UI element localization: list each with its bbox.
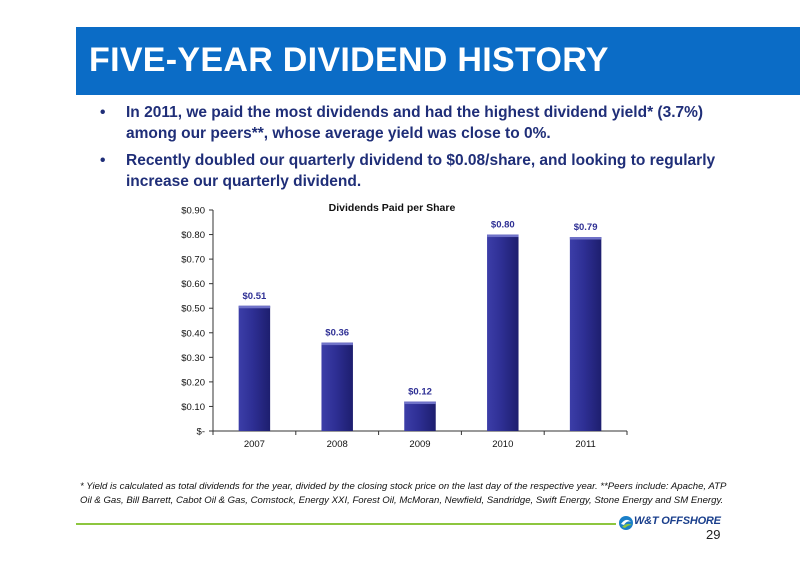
x-tick-label: 2007 xyxy=(244,439,265,450)
wt-swirl-logo-icon xyxy=(619,516,633,530)
x-tick-label: 2011 xyxy=(575,439,595,450)
bar-group: $0.80 2010 xyxy=(487,220,519,450)
x-tick-label: 2008 xyxy=(327,439,348,450)
title-banner: FIVE-YEAR DIVIDEND HISTORY xyxy=(76,27,800,95)
bar-top-highlight xyxy=(321,342,353,346)
bullet-item: • In 2011, we paid the most dividends an… xyxy=(100,102,750,144)
y-tick-label: $0.70 xyxy=(181,255,205,266)
bar xyxy=(569,237,602,431)
dividend-bar-chart: Dividends Paid per Share $- $0.10 $0.20 $0.… xyxy=(181,202,628,450)
bar-top-highlight xyxy=(238,305,271,309)
bar xyxy=(238,305,271,431)
y-tick-label: $0.40 xyxy=(181,328,205,339)
chart-title: Dividends Paid per Share xyxy=(329,202,456,214)
bar-top-highlight xyxy=(569,237,602,240)
bar-data-label: $0.51 xyxy=(243,291,267,302)
bullet-text: Recently doubled our quarterly dividend … xyxy=(126,152,716,190)
y-tick-label: $0.30 xyxy=(181,353,205,364)
bullet-glyph: • xyxy=(100,152,106,169)
x-tick-label: 2010 xyxy=(492,439,513,450)
bar-top-highlight xyxy=(404,401,436,405)
y-tick-label: $0.90 xyxy=(181,206,205,217)
bar-data-label: $0.12 xyxy=(408,387,432,398)
bar-data-label: $0.80 xyxy=(491,220,515,231)
bar-series: $0.51 2007 $0.36 2008 $0.12 2009 $0.80 2010 $0.7… xyxy=(238,220,602,450)
bullet-text: In 2011, we paid the most dividends and … xyxy=(126,104,704,142)
page-title: FIVE-YEAR DIVIDEND HISTORY xyxy=(89,41,609,79)
bar-top-highlight xyxy=(487,234,519,238)
bar-group: $0.12 2009 xyxy=(404,387,436,450)
page-number: 29 xyxy=(706,527,721,542)
y-tick-label: $- xyxy=(197,427,205,438)
y-tick-label: $0.80 xyxy=(181,230,205,241)
bar-group: $0.51 2007 xyxy=(238,291,271,450)
chart-axes: $- $0.10 $0.20 $0.30 $0.40 $0.50 $0.60 $0.70 $0.… xyxy=(181,206,628,438)
bar xyxy=(321,342,353,431)
bar-group: $0.79 2011 xyxy=(569,222,602,450)
bar xyxy=(487,234,519,431)
bullet-glyph: • xyxy=(100,104,106,121)
bar-data-label: $0.36 xyxy=(325,328,349,339)
y-tick-label: $0.20 xyxy=(181,377,205,388)
bar xyxy=(404,401,436,431)
x-tick-label: 2009 xyxy=(409,439,430,450)
bullet-item: • Recently doubled our quarterly dividen… xyxy=(100,150,750,192)
y-tick-label: $0.60 xyxy=(181,279,205,290)
bar-data-label: $0.79 xyxy=(574,222,598,233)
green-divider xyxy=(76,523,616,525)
footnote: * Yield is calculated as total dividends… xyxy=(80,481,726,506)
logo-text: W&T OFFSHORE xyxy=(634,515,721,527)
bullet-list: • In 2011, we paid the most dividends an… xyxy=(100,102,750,198)
y-tick-label: $0.10 xyxy=(181,402,205,413)
y-tick-label: $0.50 xyxy=(181,304,205,315)
bar-group: $0.36 2008 xyxy=(321,328,353,450)
